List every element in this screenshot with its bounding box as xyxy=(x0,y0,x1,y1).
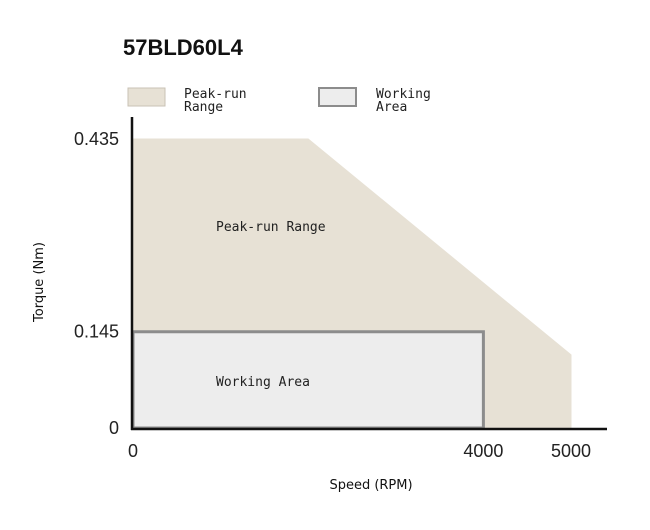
legend-peak-run-line-1: Peak-run xyxy=(184,87,247,102)
legend-swatch-working-area xyxy=(318,87,357,107)
x-tick-label-4000: 4000 xyxy=(463,441,503,461)
x-tick-label-5000: 5000 xyxy=(551,441,591,461)
legend-swatch-peak-run xyxy=(127,87,166,107)
legend-label-working-area: Working Area xyxy=(376,87,439,115)
legend-working-area-line-2: Area xyxy=(376,100,407,115)
chart-title: 57BLD60L4 xyxy=(123,35,244,60)
y-tick-label-0.145: 0.145 xyxy=(74,322,119,342)
working-area-region-label: Working Area xyxy=(216,375,310,390)
legend-label-peak-run: Peak-run Range xyxy=(184,87,254,115)
y-axis-label: Torque (Nm) xyxy=(32,242,47,323)
x-axis-label: Speed (RPM) xyxy=(329,478,412,493)
peak-run-region-label: Peak-run Range xyxy=(216,220,326,235)
legend-peak-run-line-2: Range xyxy=(184,100,223,115)
legend-working-area-line-1: Working xyxy=(376,87,431,102)
x-tick-label-0: 0 xyxy=(128,441,138,461)
y-tick-label-0: 0 xyxy=(109,418,119,438)
y-tick-label-0.435: 0.435 xyxy=(74,129,119,149)
